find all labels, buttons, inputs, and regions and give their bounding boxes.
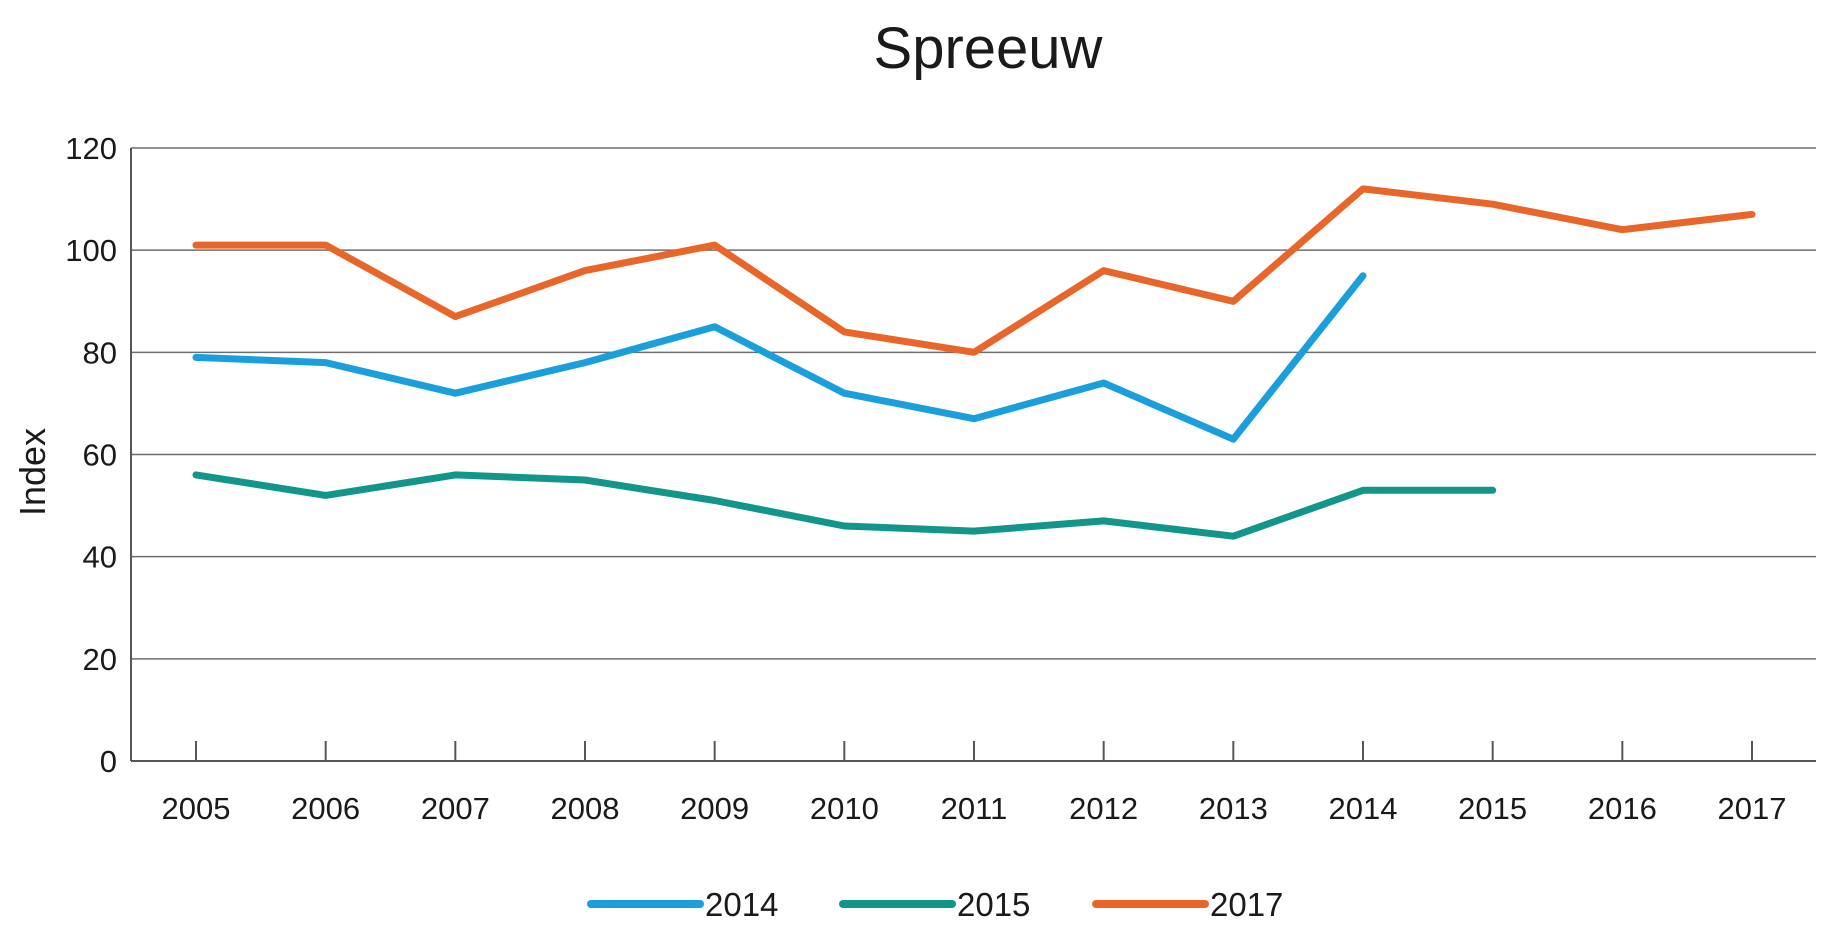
x-tick-label: 2009 <box>680 791 749 826</box>
y-tick-label: 20 <box>83 642 117 677</box>
x-tick-label: 2010 <box>810 791 879 826</box>
legend-label-2017: 2017 <box>1210 886 1283 923</box>
y-axis-label: Index <box>12 428 53 516</box>
gridlines <box>131 147 1816 660</box>
x-tick-label: 2015 <box>1458 791 1527 826</box>
chart-title: Spreeuw <box>874 16 1104 81</box>
y-tick-label: 0 <box>100 744 117 779</box>
x-tick-label: 2014 <box>1329 791 1398 826</box>
y-tick-label: 100 <box>65 233 117 268</box>
y-tick-label: 80 <box>83 335 117 370</box>
x-tick-label: 2008 <box>551 791 620 826</box>
y-tick-label: 40 <box>83 540 117 575</box>
x-tick-label: 2017 <box>1718 791 1787 826</box>
legend-label-2015: 2015 <box>957 886 1030 923</box>
x-tick-label: 2012 <box>1069 791 1138 826</box>
series-line-2014 <box>192 272 1367 443</box>
x-tick-label: 2011 <box>941 791 1008 826</box>
x-tick-label: 2006 <box>291 791 360 826</box>
x-tick-label: 2013 <box>1199 791 1268 826</box>
axes: 0 20 40 60 80 100 120 2005 2006 2007 2008 2009 2010 2… <box>65 131 1816 826</box>
legend: 2014 2015 2017 <box>587 886 1283 923</box>
series-line-2015 <box>192 471 1497 540</box>
x-tick-label: 2016 <box>1588 791 1657 826</box>
legend-label-2014: 2014 <box>705 886 778 923</box>
series-lines <box>192 185 1756 540</box>
x-tick-label: 2005 <box>162 791 231 826</box>
x-tick-label: 2007 <box>421 791 490 826</box>
y-tick-label: 60 <box>83 438 117 473</box>
y-tick-label: 120 <box>65 131 117 166</box>
series-line-2017 <box>192 185 1756 356</box>
